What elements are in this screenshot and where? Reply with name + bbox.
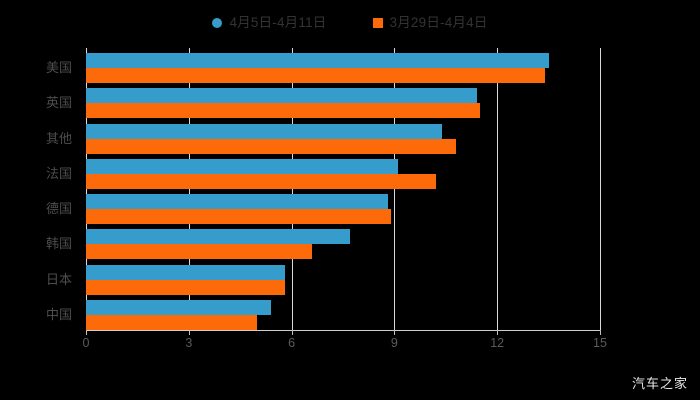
bar-current-period[interactable] — [86, 53, 549, 68]
y-axis-tick-label: 韩国 — [45, 236, 72, 252]
gridline — [600, 48, 601, 330]
bar-previous-period[interactable] — [86, 68, 546, 83]
x-axis-tick-mark — [291, 330, 293, 335]
plot-area — [86, 48, 601, 330]
bar-previous-period[interactable] — [86, 103, 481, 119]
bar-group — [86, 299, 600, 330]
bar-previous-period[interactable] — [86, 209, 391, 224]
gridline — [86, 48, 87, 330]
bar-group — [86, 264, 600, 295]
bar-group — [86, 53, 600, 83]
x-axis-line — [86, 330, 601, 331]
legend-item-previous[interactable]: 3月29日-4月4日 — [372, 15, 488, 31]
bar-group — [86, 229, 600, 260]
x-axis-tick-mark — [394, 330, 396, 335]
y-axis-tick-label: 其他 — [45, 130, 72, 146]
y-axis-tick-label: 法国 — [45, 165, 72, 181]
bar-group — [86, 158, 600, 189]
y-axis-labels: 美国英国其他法国德国韩国日本中国 — [0, 48, 86, 330]
bar-current-period[interactable] — [86, 88, 477, 104]
x-axis-tick-label: 12 — [490, 336, 505, 350]
x-axis-tick-label: 15 — [593, 336, 607, 350]
legend-item-current[interactable]: 4月5日-4月11日 — [212, 16, 326, 30]
x-axis-tick-label: 9 — [390, 336, 398, 350]
legend-label-previous: 3月29日-4月4日 — [389, 15, 488, 31]
y-axis-tick-label: 德国 — [45, 201, 72, 216]
x-axis-tick-label: 3 — [185, 336, 193, 350]
x-axis-tick-mark — [497, 330, 499, 335]
bar-current-period[interactable] — [86, 299, 272, 315]
x-axis-tick-mark — [600, 330, 601, 335]
x-axis-tick-mark — [86, 330, 87, 335]
bar-group — [86, 194, 600, 224]
watermark: 汽车之家 — [631, 376, 688, 391]
bar-current-period[interactable] — [86, 123, 443, 139]
bar-group — [86, 88, 600, 119]
gridline — [291, 48, 293, 330]
x-axis-tick-label: 6 — [288, 336, 296, 350]
y-axis-tick-label: 中国 — [45, 306, 72, 322]
legend-marker-square-icon — [372, 18, 383, 28]
y-axis-tick-label: 美国 — [45, 60, 72, 75]
bar-previous-period[interactable] — [86, 173, 436, 189]
bar-previous-period[interactable] — [86, 138, 457, 154]
y-axis-tick-label: 英国 — [45, 95, 72, 111]
bar-current-period[interactable] — [86, 229, 350, 245]
bar-previous-period[interactable] — [86, 314, 258, 330]
gridline — [188, 48, 190, 330]
bar-current-period[interactable] — [86, 194, 388, 209]
bar-group — [86, 123, 600, 154]
bar-previous-period[interactable] — [86, 279, 285, 295]
gridline — [497, 48, 499, 330]
bar-previous-period[interactable] — [86, 244, 313, 260]
bar-current-period[interactable] — [86, 264, 285, 280]
chart-legend: 4月5日-4月11日 3月29日-4月4日 — [0, 10, 700, 36]
x-axis-tick-mark — [188, 330, 190, 335]
legend-marker-circle-icon — [212, 18, 223, 28]
x-axis-tick-label: 0 — [82, 336, 90, 350]
gridline — [394, 48, 396, 330]
y-axis-tick-label: 日本 — [45, 271, 72, 287]
bar-current-period[interactable] — [86, 158, 398, 174]
legend-label-current: 4月5日-4月11日 — [229, 15, 327, 31]
